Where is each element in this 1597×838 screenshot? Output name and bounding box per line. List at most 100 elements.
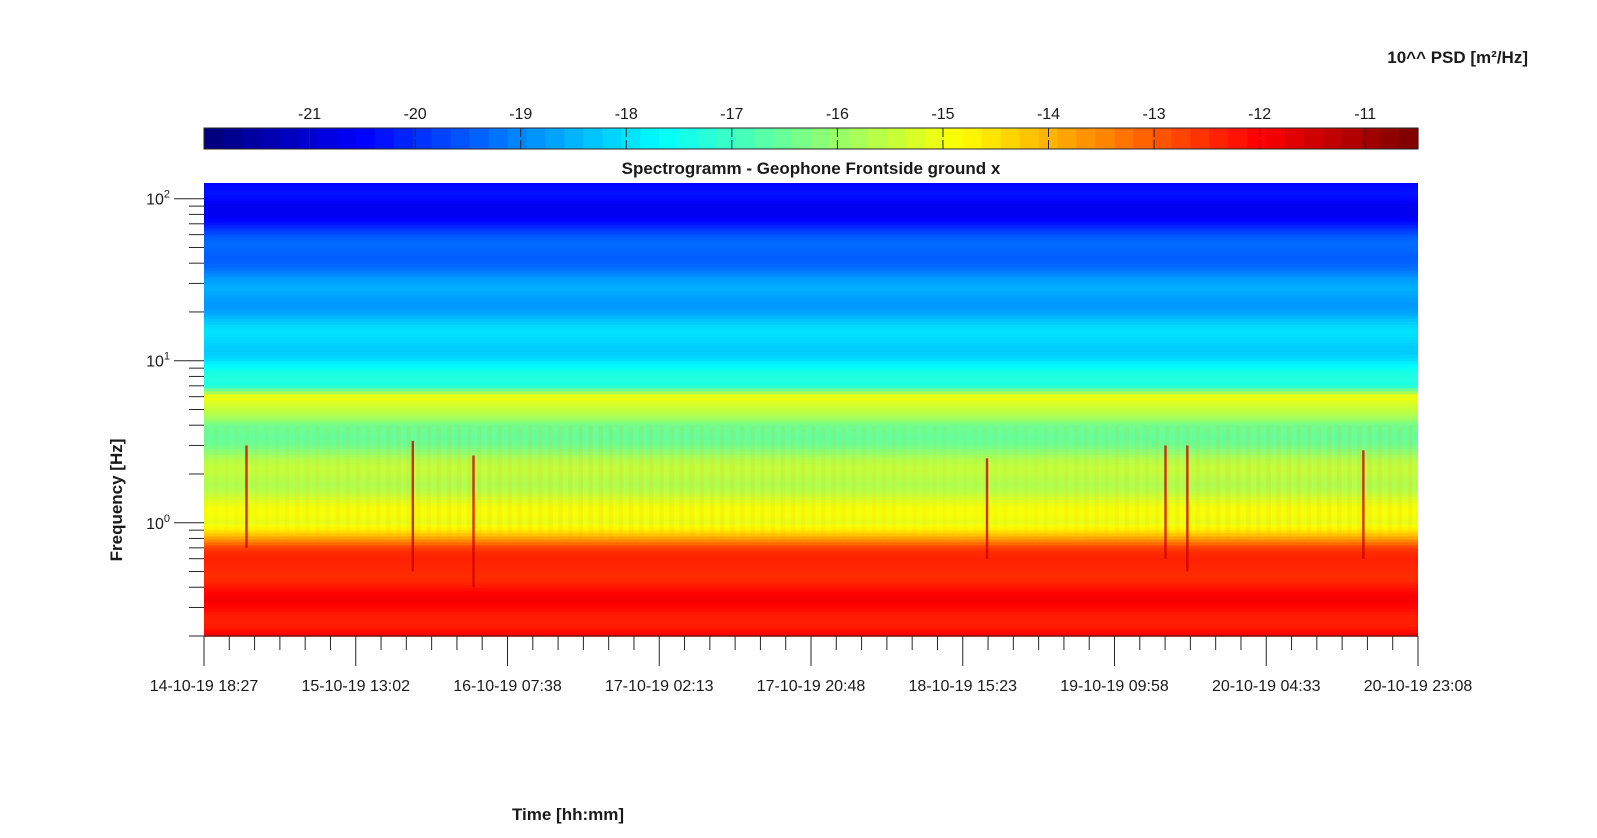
heatmap-column bbox=[942, 425, 948, 543]
colorbar-segment bbox=[1019, 128, 1040, 149]
heatmap-column bbox=[932, 425, 937, 543]
heatmap-band bbox=[204, 551, 1418, 556]
colorbar-segment bbox=[754, 128, 774, 149]
heatmap-column bbox=[264, 425, 270, 543]
heatmap-band bbox=[204, 234, 1418, 239]
heatmap-band bbox=[204, 626, 1418, 631]
heatmap-column bbox=[1387, 425, 1393, 543]
heatmap-band bbox=[204, 258, 1418, 263]
heatmap-band bbox=[204, 324, 1418, 329]
heatmap-band bbox=[204, 192, 1418, 196]
heatmap-band bbox=[204, 581, 1418, 586]
heatmap-band bbox=[204, 563, 1418, 568]
heatmap-column bbox=[1235, 425, 1241, 543]
colorbar-ticks: -21 -20 -19 -18 -17 -16 -15 -14 -13 -12 -11 bbox=[298, 106, 1376, 149]
colorbar-segment bbox=[1000, 128, 1021, 149]
heatmap-column bbox=[851, 425, 857, 543]
heatmap-band bbox=[204, 267, 1418, 272]
colorbar-segment bbox=[431, 128, 452, 149]
heatmap-band bbox=[204, 312, 1418, 317]
heatmap-column bbox=[426, 425, 432, 543]
heatmap-band bbox=[204, 512, 1418, 516]
heatmap-band bbox=[204, 524, 1418, 529]
heatmap-column bbox=[598, 425, 604, 543]
colorbar-segment bbox=[1209, 128, 1229, 149]
heatmap-band bbox=[204, 457, 1418, 462]
heatmap-band bbox=[204, 252, 1418, 257]
colorbar-tick-label: -16 bbox=[826, 106, 849, 123]
heatmap-column bbox=[345, 425, 351, 543]
heatmap-band bbox=[204, 315, 1418, 320]
heatmap-column bbox=[699, 425, 705, 543]
colorbar-segment bbox=[848, 128, 869, 149]
x-tick-label: 14-10-19 18:27 bbox=[150, 678, 259, 695]
heatmap-column bbox=[669, 425, 674, 543]
heatmap-band bbox=[204, 533, 1418, 538]
colorbar-segment bbox=[1399, 128, 1419, 149]
heatmap-column bbox=[608, 425, 614, 543]
x-tick-label: 17-10-19 02:13 bbox=[605, 678, 714, 695]
colorbar-segment bbox=[602, 128, 622, 149]
heatmap-column bbox=[588, 425, 593, 543]
heatmap-column bbox=[467, 425, 472, 543]
heatmap-column bbox=[1276, 425, 1281, 543]
heatmap-column bbox=[730, 425, 735, 543]
heatmap-column bbox=[841, 425, 846, 543]
chart-title: Spectrogramm - Geophone Frontside ground… bbox=[622, 159, 1001, 178]
heatmap-column bbox=[1205, 425, 1211, 543]
heatmap-band bbox=[204, 327, 1418, 332]
heatmap-band bbox=[204, 352, 1418, 356]
colorbar-segment bbox=[867, 128, 888, 149]
heatmap-column bbox=[456, 425, 462, 543]
heatmap-band bbox=[204, 294, 1418, 299]
heatmap-band bbox=[204, 599, 1418, 604]
heatmap-column bbox=[315, 425, 320, 543]
heatmap-band bbox=[204, 276, 1418, 281]
heatmap-column bbox=[831, 425, 836, 543]
x-tick-label: 18-10-19 15:23 bbox=[908, 678, 1017, 695]
heatmap-band bbox=[204, 349, 1418, 353]
heatmap-band bbox=[204, 503, 1418, 507]
heatmap-band bbox=[204, 469, 1418, 474]
y-tick-label: 101 bbox=[146, 351, 170, 371]
x-tick-label: 15-10-19 13:02 bbox=[301, 678, 410, 695]
colorbar-segment bbox=[355, 128, 376, 149]
heatmap-column bbox=[659, 425, 664, 543]
heatmap-band bbox=[204, 189, 1418, 193]
colorbar-tick-label: -19 bbox=[509, 106, 532, 123]
heatmap-band bbox=[204, 497, 1418, 501]
heatmap-column bbox=[1337, 425, 1342, 543]
heatmap-band bbox=[204, 300, 1418, 305]
colorbar-segment bbox=[678, 128, 698, 149]
colorbar-tick-label: -12 bbox=[1248, 106, 1271, 123]
heatmap-column bbox=[305, 425, 310, 543]
heatmap-column bbox=[1215, 425, 1221, 543]
heatmap-band bbox=[204, 394, 1418, 399]
heatmap-column bbox=[1053, 425, 1059, 543]
heatmap-band bbox=[204, 439, 1418, 444]
heatmap-column bbox=[406, 425, 411, 543]
heatmap-column bbox=[436, 425, 442, 543]
heatmap-band bbox=[204, 207, 1418, 211]
heatmap-band bbox=[204, 246, 1418, 251]
colorbar-tick-label: -11 bbox=[1354, 106, 1376, 123]
colorbar-segment bbox=[924, 128, 945, 149]
heatmap-column bbox=[325, 425, 330, 543]
colorbar-segment bbox=[241, 128, 262, 149]
heatmap-band bbox=[204, 436, 1418, 441]
heatmap-column bbox=[962, 425, 968, 543]
heatmap-event bbox=[1186, 445, 1189, 572]
heatmap-band bbox=[204, 587, 1418, 592]
x-axis: 14-10-19 18:27 15-10-19 13:02 16-10-19 07:… bbox=[150, 635, 1472, 695]
heatmap-band bbox=[204, 602, 1418, 607]
heatmap-column bbox=[1296, 425, 1302, 543]
heatmap-column bbox=[740, 425, 745, 543]
heatmap-band bbox=[204, 243, 1418, 248]
colorbar-frame bbox=[203, 127, 1419, 150]
colorbar-segment bbox=[981, 128, 1002, 149]
heatmap-band bbox=[204, 373, 1418, 378]
heatmap-column bbox=[1377, 425, 1383, 543]
colorbar-segment bbox=[1095, 128, 1116, 149]
heatmap-band bbox=[204, 361, 1418, 365]
